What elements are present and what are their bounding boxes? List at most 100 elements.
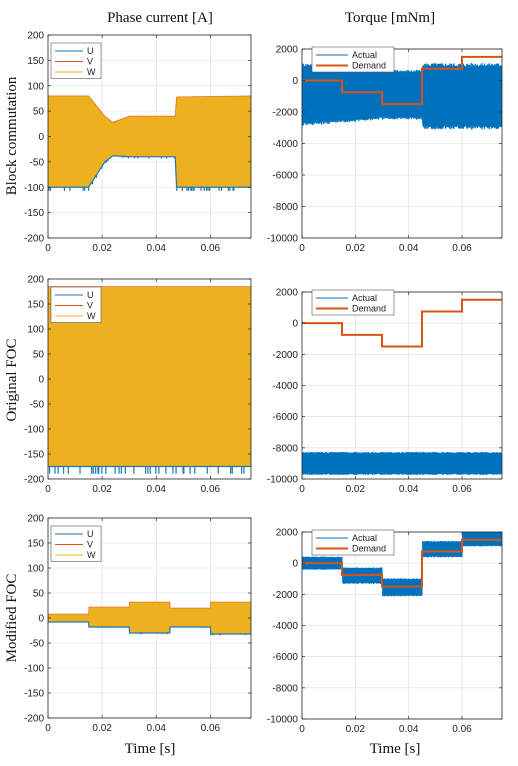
y-tick-label: -50 [30, 400, 45, 411]
plot-content [302, 532, 502, 597]
y-tick-label: 100 [27, 81, 44, 92]
y-tick-label: 50 [33, 350, 45, 361]
series-V-edge [48, 95, 251, 123]
y-tick-label: -10000 [267, 715, 299, 726]
legend-box [311, 289, 395, 316]
y-tick-label: 200 [27, 514, 44, 525]
x-tick-label: 0.06 [452, 484, 472, 495]
y-tick-label: -8000 [272, 202, 298, 213]
legend-label-demand: Demand [352, 304, 386, 314]
legend-label-w: W [87, 550, 96, 560]
x-tick-label: 0.04 [147, 243, 167, 254]
legend: UVW [50, 42, 102, 79]
legend-label-u: U [87, 46, 94, 56]
x-tick-label: 0.02 [92, 243, 112, 254]
x-tick-label: 0.06 [201, 723, 221, 734]
series-W [48, 95, 251, 188]
x-tick-label: 0.02 [346, 724, 366, 735]
y-tick-label: 2000 [276, 528, 299, 539]
legend-label-actual: Actual [352, 50, 377, 60]
x-tick-label: 0.06 [452, 243, 472, 254]
y-tick-label: -200 [24, 714, 44, 725]
y-tick-label: 0 [292, 559, 298, 570]
y-tick-label: -2000 [272, 590, 298, 601]
legend-box [50, 286, 102, 323]
y-tick-label: 150 [27, 300, 44, 311]
series-demand [302, 298, 502, 348]
y-tick-label: 0 [292, 76, 298, 87]
y-tick-label: -150 [24, 689, 44, 700]
y-tick-label: -8000 [272, 683, 298, 694]
series-W [48, 286, 251, 467]
right-column-header: Torque [mNm] [345, 10, 435, 26]
y-tick-label: -2000 [272, 108, 298, 119]
y-tick-label: -4000 [272, 621, 298, 632]
legend-box [50, 42, 102, 79]
legend: UVW [50, 525, 102, 562]
series-U [48, 156, 235, 191]
legend: UVW [50, 286, 102, 323]
y-tick-label: 100 [27, 325, 44, 336]
y-tick-label: -150 [24, 450, 44, 461]
y-tick-label: -8000 [272, 443, 298, 454]
x-axis-label-right: Time [s] [370, 741, 421, 757]
y-tick-label: 200 [27, 275, 44, 286]
y-tick-label: 0 [38, 375, 44, 386]
y-tick-label: 50 [33, 589, 45, 600]
row-label-block-commutation: Block commutation [4, 76, 20, 195]
plot-content [48, 95, 251, 191]
series-actual [302, 451, 502, 475]
row-label-modified-foc: Modified FOC [4, 574, 20, 663]
left-column-header: Phase current [A] [107, 10, 213, 26]
legend-label-actual: Actual [352, 533, 377, 543]
plot-content [302, 55, 502, 130]
y-tick-label: -50 [30, 157, 45, 168]
y-tick-label: -2000 [272, 350, 298, 361]
series-U [48, 466, 245, 474]
legend-label-w: W [87, 311, 96, 321]
y-tick-label: -4000 [272, 139, 298, 150]
x-tick-label: 0.04 [399, 724, 419, 735]
plot-content [302, 298, 502, 475]
legend-label-v: V [87, 301, 93, 311]
legend-label-v: V [87, 57, 93, 67]
legend-label-u: U [87, 529, 94, 539]
x-tick-label: 0.02 [92, 484, 112, 495]
x-tick-label: 0 [299, 484, 305, 495]
x-tick-label: 0.02 [92, 723, 112, 734]
x-tick-label: 0.04 [399, 484, 419, 495]
x-tick-label: 0.04 [147, 723, 167, 734]
x-tick-label: 0.04 [399, 243, 419, 254]
y-tick-label: -10000 [267, 475, 299, 486]
legend-label-demand: Demand [352, 544, 386, 554]
y-tick-label: 2000 [276, 45, 299, 56]
y-tick-label: -100 [24, 425, 44, 436]
y-tick-label: 50 [33, 107, 45, 118]
x-tick-label: 0 [299, 724, 305, 735]
x-tick-label: 0.02 [346, 484, 366, 495]
y-tick-label: -200 [24, 234, 44, 245]
legend-label-demand: Demand [352, 61, 386, 71]
legend-box [50, 525, 102, 562]
y-tick-label: -150 [24, 208, 44, 219]
y-tick-label: 0 [38, 132, 44, 143]
x-tick-label: 0 [45, 484, 51, 495]
series-demand [302, 55, 502, 106]
x-tick-label: 0.06 [452, 724, 472, 735]
y-tick-label: -200 [24, 475, 44, 486]
plot-content [48, 601, 251, 636]
y-tick-label: -4000 [272, 381, 298, 392]
y-tick-label: -6000 [272, 171, 298, 182]
y-tick-label: -100 [24, 664, 44, 675]
y-tick-label: 2000 [276, 288, 299, 299]
y-tick-label: 150 [27, 539, 44, 550]
y-tick-label: 150 [27, 56, 44, 67]
